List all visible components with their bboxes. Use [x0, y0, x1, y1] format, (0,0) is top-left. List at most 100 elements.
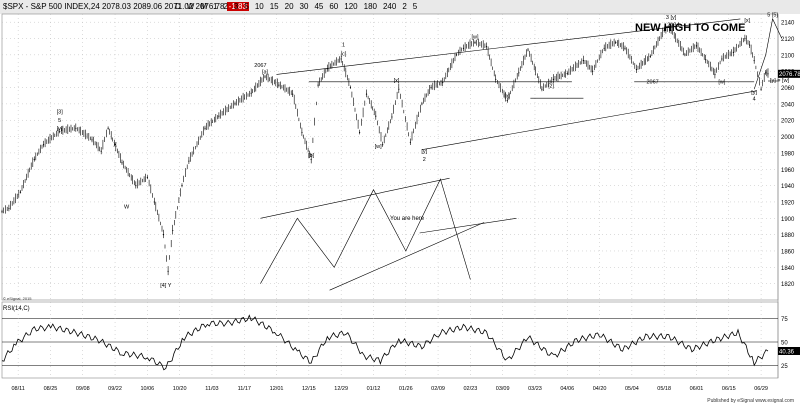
- price-point: [748, 44, 751, 46]
- interval-button-1[interactable]: W: [186, 2, 195, 11]
- wave-label: [v]: [57, 126, 63, 132]
- price-point: [162, 234, 165, 236]
- price-point: [172, 229, 174, 232]
- price-point: [695, 45, 698, 47]
- symbol-title: $SPX - S&P 500 INDEX,24 2078.03 2089.06 …: [3, 2, 249, 11]
- rsi-last-label: 40.36: [779, 349, 795, 355]
- projection-path: [753, 17, 783, 90]
- interval-button-7[interactable]: 10: [254, 2, 264, 11]
- price-point: [365, 93, 368, 95]
- wave-label: [b]: [308, 153, 315, 159]
- interval-button-10[interactable]: 30: [299, 2, 309, 11]
- last-price-tag: [778, 69, 800, 78]
- trendline-1: [421, 90, 757, 150]
- wave-label: [z]: [548, 84, 554, 90]
- wave-label: [y]: [751, 90, 757, 96]
- x-tick-label: 09/08: [76, 386, 90, 392]
- price-point: [615, 42, 617, 44]
- x-tick-label: 04/06: [560, 386, 574, 392]
- price-point: [8, 207, 10, 210]
- price-point: [582, 59, 585, 62]
- interval-button-12[interactable]: 60: [329, 2, 339, 11]
- price-point: [33, 158, 35, 161]
- diagram-upper-line: [260, 177, 450, 219]
- interval-button-0[interactable]: D: [175, 2, 181, 11]
- price-point: [391, 116, 393, 118]
- interval-button-8[interactable]: 15: [269, 2, 279, 11]
- price-point: [485, 46, 488, 48]
- price-y-tick-label: 2000: [781, 135, 795, 141]
- price-point: [603, 47, 605, 49]
- x-tick-label: 11/03: [205, 386, 218, 392]
- diagram-lower-line: [329, 222, 485, 291]
- interval-button-14[interactable]: 180: [363, 2, 377, 11]
- x-tick-label: 04/20: [593, 386, 607, 392]
- price-point: [340, 58, 342, 60]
- price-point: [375, 115, 377, 117]
- price-point: [278, 84, 280, 86]
- price-y-tick-label: 1980: [781, 151, 795, 157]
- x-tick-label: 12/15: [302, 386, 316, 392]
- price-point: [442, 82, 444, 84]
- price-point: [42, 144, 45, 146]
- price-y-tick-label: 2120: [781, 37, 795, 43]
- ohlc-low: 2071.02: [164, 2, 194, 11]
- price-point: [409, 141, 411, 143]
- price-point: [721, 58, 723, 60]
- wave-label: [x]: [744, 18, 750, 24]
- interval-button-3[interactable]: 1: [213, 2, 218, 11]
- price-point: [635, 68, 638, 71]
- price-point: [181, 185, 183, 187]
- price-point: [518, 72, 520, 74]
- change-badge: -1.83: [226, 2, 249, 11]
- price-point: [474, 42, 476, 44]
- trendline-0: [276, 18, 741, 75]
- price-point: [264, 76, 266, 78]
- interval-button-11[interactable]: 45: [314, 2, 324, 11]
- price-point: [462, 47, 465, 49]
- interval-button-9[interactable]: 20: [284, 2, 294, 11]
- x-tick-label: 08/11: [11, 386, 24, 392]
- price-point: [167, 270, 169, 272]
- interval-button-13[interactable]: 120: [344, 2, 358, 11]
- x-tick-label: 03/09: [496, 386, 510, 392]
- price-point: [430, 86, 432, 89]
- price-point: [421, 103, 423, 105]
- price-y-tick-label: 1960: [781, 168, 795, 174]
- ohlc-high: 2089.06: [133, 2, 163, 11]
- x-tick-label: 09/22: [108, 386, 122, 392]
- x-tick-label: 05/18: [657, 386, 671, 392]
- interval-button-16[interactable]: 2: [402, 2, 407, 11]
- interval-button-4[interactable]: 2: [223, 2, 228, 11]
- price-point: [107, 127, 109, 129]
- price-point: [705, 59, 707, 61]
- wave-label: [w]: [718, 79, 726, 85]
- you-are-here-text: You are here: [390, 216, 425, 222]
- wave-label: W: [124, 204, 130, 210]
- price-y-tick-label: 1820: [781, 282, 795, 288]
- x-tick-label: 05/04: [625, 386, 639, 392]
- interval-button-6[interactable]: 5: [244, 2, 249, 11]
- ohlc-close: 2076.78: [195, 2, 225, 11]
- x-tick-label: 06/15: [722, 386, 736, 392]
- interval-buttons: D W M 1 2 3 5 10 15 20 30 45 60 120 180 240 2 5: [172, 0, 420, 14]
- x-tick-label: 02/09: [431, 386, 445, 392]
- diagram-zigzag: [260, 178, 471, 284]
- interval-button-17[interactable]: 5: [412, 2, 418, 11]
- price-y-tick-label: 2060: [781, 86, 795, 92]
- price-point: [121, 162, 123, 164]
- price-point: [714, 73, 716, 76]
- wave-label: 2067: [647, 79, 659, 85]
- price-y-tick-label: 1940: [781, 184, 795, 190]
- symbol-name: $SPX - S&P 500 INDEX,24: [3, 2, 100, 11]
- wave-label: 1: [342, 43, 345, 49]
- interval-button-15[interactable]: 240: [382, 2, 397, 11]
- x-tick-label: 12/01: [270, 386, 284, 392]
- interval-button-5[interactable]: 3: [233, 2, 239, 11]
- x-tick-label: 01/26: [399, 386, 413, 392]
- price-point: [760, 88, 762, 90]
- wave-label: [w]: [471, 35, 479, 41]
- price-point: [91, 139, 93, 141]
- interval-button-2[interactable]: M: [200, 2, 208, 11]
